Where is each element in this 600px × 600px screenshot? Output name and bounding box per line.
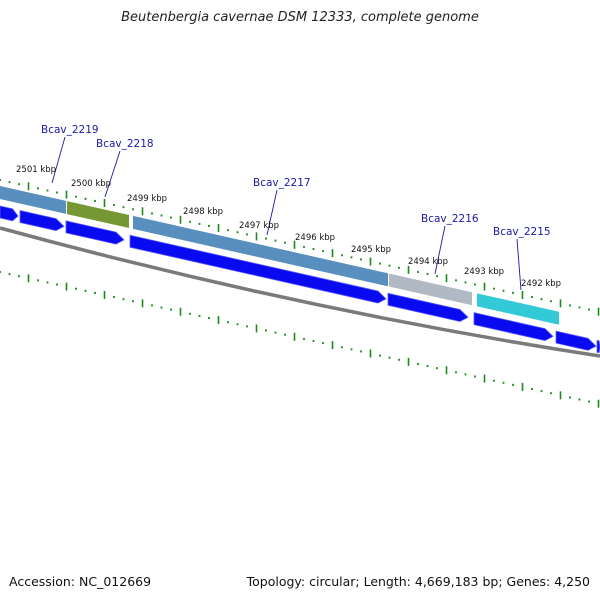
inner-tick-ring: [0, 271, 600, 408]
gene-feature-bar: [133, 215, 388, 287]
label-leader-lines: [51, 136, 522, 291]
kbp-label: 2496 kbp: [295, 233, 335, 243]
leader-line: [51, 136, 66, 184]
gene-feature-bar: [0, 186, 66, 214]
leader-line: [266, 189, 278, 236]
cds-arrows: [0, 205, 600, 354]
kbp-label: 2495 kbp: [351, 245, 391, 255]
kbp-label: 2494 kbp: [408, 257, 448, 267]
kbp-label: 2497 kbp: [239, 221, 279, 231]
kbp-label: 2492 kbp: [521, 279, 561, 289]
gene-label[interactable]: Bcav_2215: [493, 226, 551, 238]
accession-text: Accession: NC_012669: [9, 574, 152, 589]
leader-line: [434, 225, 446, 275]
gene-label[interactable]: Bcav_2219: [41, 124, 99, 136]
gene-label[interactable]: Bcav_2217: [253, 177, 311, 189]
cds-arrow: [19, 210, 65, 232]
cds-arrow: [0, 205, 19, 222]
kbp-label: 2498 kbp: [183, 207, 223, 217]
scale-labels: 2501 kbp 2500 kbp 2499 kbp 2498 kbp 2497 kbp…: [16, 165, 561, 289]
cds-arrow: [555, 330, 597, 351]
outer-tick-ring: [0, 179, 600, 316]
kbp-label: 2493 kbp: [464, 267, 504, 277]
gene-features: [0, 186, 559, 325]
gene-feature-bar: [67, 201, 129, 229]
gene-feature-bar: [477, 293, 559, 325]
map-title: Beutenbergia cavernae DSM 12333, complet…: [121, 10, 479, 25]
gene-label[interactable]: Bcav_2218: [96, 138, 154, 150]
cds-arrow: [473, 312, 554, 342]
kbp-label: 2501 kbp: [16, 165, 56, 175]
kbp-label: 2499 kbp: [127, 194, 167, 204]
gene-labels: Bcav_2219 Bcav_2218 Bcav_2217 Bcav_2216 Bcav…: [41, 124, 551, 238]
cds-arrow: [129, 234, 387, 304]
leader-line: [104, 150, 121, 198]
gene-label[interactable]: Bcav_2216: [421, 213, 479, 225]
kbp-label: 2500 kbp: [71, 179, 111, 189]
leader-line: [516, 238, 522, 291]
cds-arrow: [387, 292, 469, 322]
genome-backbone: [0, 226, 600, 358]
gene-feature-bar: [389, 273, 472, 306]
cds-arrow: [65, 220, 125, 245]
genome-summary-text: Topology: circular; Length: 4,669,183 bp…: [246, 574, 590, 589]
